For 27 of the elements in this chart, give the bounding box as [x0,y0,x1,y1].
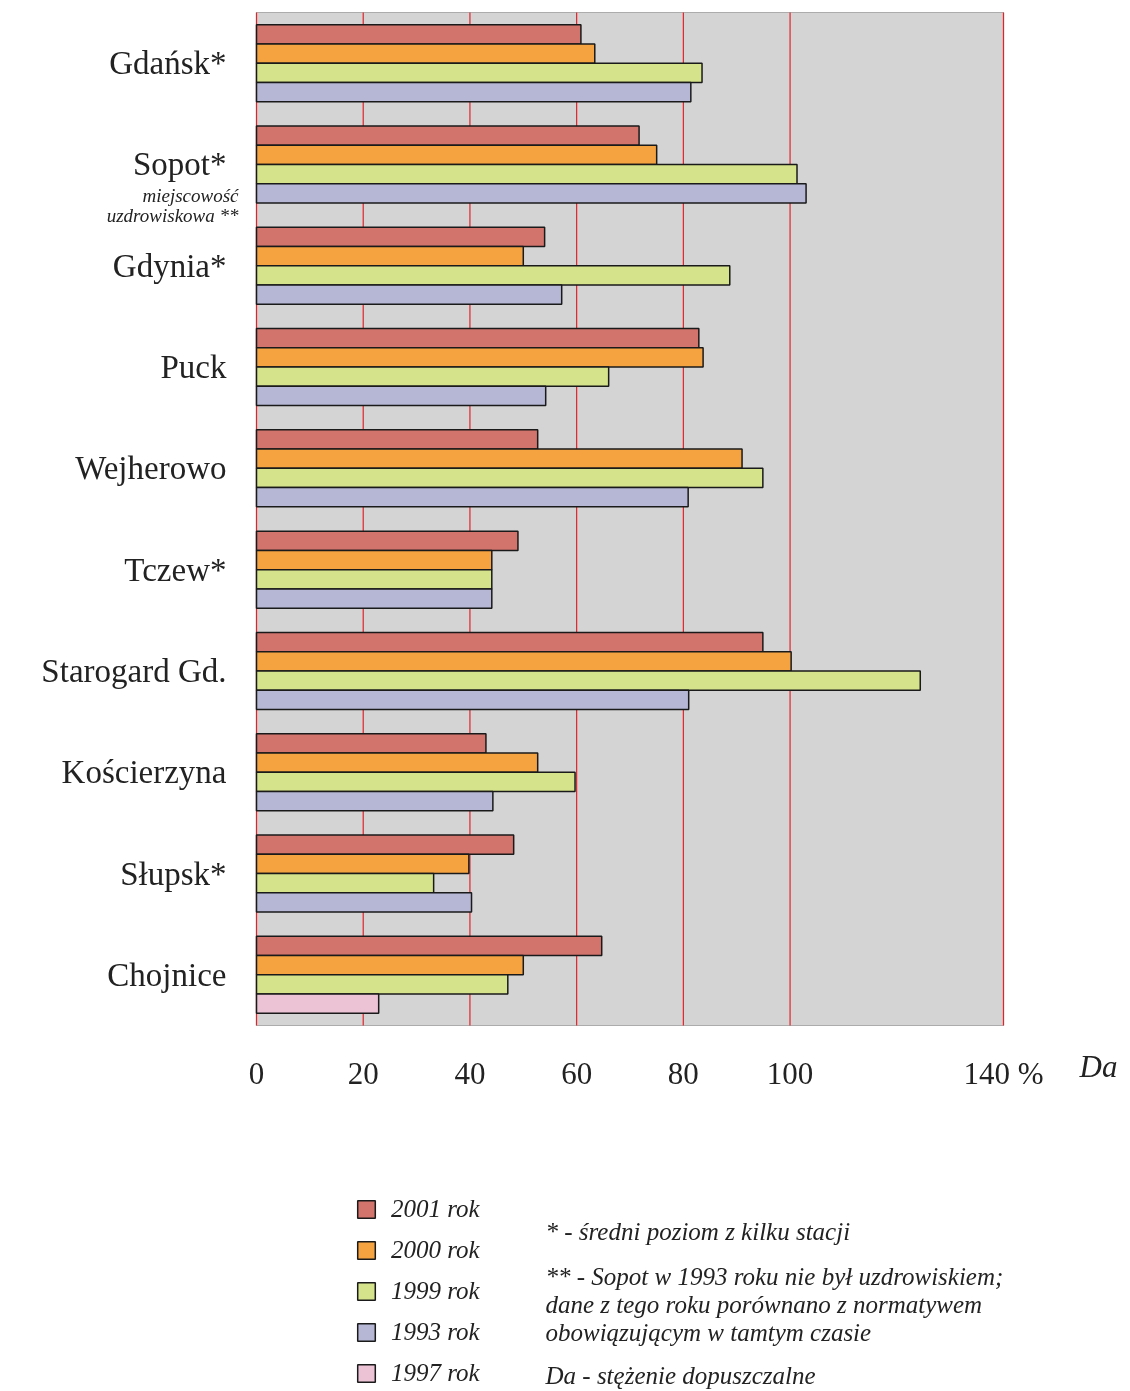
x-tick-label: 40 [454,1055,486,1091]
y-tick-label: Wejherowo [75,450,227,487]
y-tick-label: Chojnice [107,956,227,993]
x-tick-label: 0 [248,1055,265,1091]
x-tick-label: 140 % [963,1055,1044,1091]
x-axis-title: Da [1078,1048,1118,1084]
text: Da - stężenie dopuszczalne [544,1361,816,1389]
y-tick-label: Sopot* [132,146,227,183]
y-tick-label: Kościerzyna [61,754,227,791]
y-tick-label: Starogard Gd. [41,652,227,689]
text: miejscowość uzdrowiskowa ** [106,184,240,226]
legend-label: 2001 rok [391,1195,480,1223]
y-tick-label: Słupsk* [120,855,227,892]
text: * - średni poziom z kilku stacji [545,1217,851,1245]
y-tick-label: Tczew* [124,551,227,588]
legend-label: 1997 rok [391,1359,480,1387]
x-tick-label: 60 [561,1055,593,1091]
y-tick-label: Puck [160,349,227,386]
x-tick-label: 20 [347,1055,379,1091]
legend-label: 2000 rok [391,1236,480,1264]
y-tick-label: Gdynia* [112,247,227,284]
text: ** - Sopot w 1993 roku nie był uzdrowiskiem; dane z tego roku porównano z normatywem obowiązującym w tamtym czasie [545,1262,1004,1347]
legend-label: 1993 rok [391,1318,480,1346]
x-tick-label: 80 [667,1055,699,1091]
y-tick-label: Gdańsk* [109,45,227,82]
x-tick-label: 100 [766,1055,814,1091]
legend-label: 1999 rok [391,1277,480,1305]
